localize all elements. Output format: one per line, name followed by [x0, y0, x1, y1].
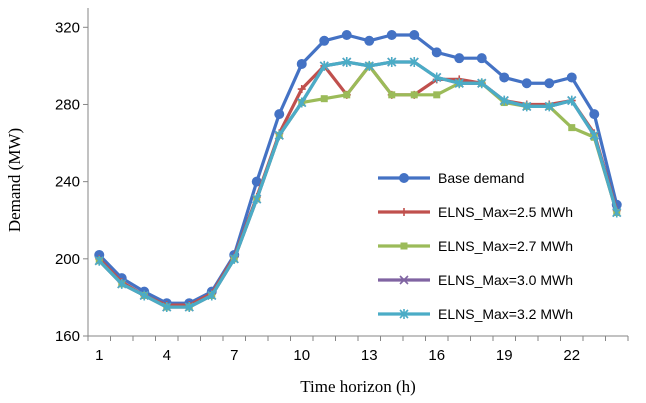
series-line: [98, 60, 619, 309]
data-point: [499, 72, 510, 83]
data-point: [612, 207, 622, 218]
x-tick-label: 10: [293, 347, 310, 364]
data-point: [432, 72, 442, 83]
data-point: [342, 57, 352, 68]
legend-label: ELNS_Max=2.5 MWh: [438, 204, 573, 220]
data-point: [410, 91, 418, 99]
x-ticks: 1 4 7 10 13 16 19 22: [87, 336, 629, 364]
series-line: [98, 33, 619, 305]
legend-label: Base demand: [438, 170, 524, 186]
data-point: [477, 78, 487, 89]
data-point: [566, 72, 577, 83]
data-point: [387, 57, 397, 68]
legend-marker: [400, 208, 408, 216]
data-point: [544, 78, 555, 89]
data-point: [409, 30, 420, 41]
y-tick-label: 200: [55, 251, 80, 268]
y-tick-label: 280: [55, 96, 80, 113]
data-point: [274, 130, 284, 141]
legend-item: ELNS_Max=3.0 MWh: [378, 272, 573, 288]
legend-marker: [399, 309, 409, 319]
data-point: [343, 91, 351, 99]
y-axis-title: Demand (MW): [5, 128, 24, 232]
legend-marker: [400, 242, 408, 250]
data-point: [319, 60, 329, 71]
series-line: [98, 60, 619, 309]
y-tick-label: 240: [55, 174, 80, 191]
series-1: [94, 30, 622, 309]
x-tick-label: 22: [563, 347, 580, 364]
data-point: [252, 194, 262, 205]
data-point: [162, 302, 172, 313]
data-point: [431, 47, 442, 58]
data-point: [207, 290, 217, 301]
data-point: [499, 95, 509, 106]
x-tick-label: 7: [230, 347, 238, 364]
data-point: [297, 97, 307, 108]
data-point: [522, 101, 532, 112]
data-point: [568, 124, 576, 132]
legend-label: ELNS_Max=3.0 MWh: [438, 272, 573, 288]
data-point: [433, 91, 441, 99]
data-point: [117, 278, 127, 289]
x-tick-label: 19: [496, 347, 513, 364]
x-tick-label: 16: [428, 347, 445, 364]
data-point: [229, 253, 239, 264]
data-point: [409, 57, 419, 68]
data-point: [319, 35, 330, 46]
data-point: [341, 30, 352, 41]
legend: Base demand ELNS_Max=2.5 MWh ELNS_Max=2.7 …: [378, 170, 573, 322]
data-point: [296, 58, 307, 69]
series-line: [98, 64, 619, 307]
data-point: [589, 109, 600, 120]
series-layer: [94, 30, 622, 313]
x-tick-label: 4: [163, 347, 171, 364]
legend-item: Base demand: [378, 170, 524, 186]
legend-marker: [399, 173, 409, 183]
y-tick-label: 320: [55, 19, 80, 36]
data-point: [544, 101, 554, 112]
data-point: [320, 95, 328, 103]
data-point: [364, 35, 375, 46]
data-point: [386, 30, 397, 41]
legend-label: ELNS_Max=3.2 MWh: [438, 306, 573, 322]
series-5: [94, 57, 622, 313]
y-tick-label: 160: [55, 328, 80, 345]
x-tick-label: 1: [95, 347, 103, 364]
legend-marker: [399, 275, 409, 285]
data-point: [274, 109, 285, 120]
data-point: [476, 53, 487, 64]
legend-label: ELNS_Max=2.7 MWh: [438, 238, 573, 254]
data-point: [184, 302, 194, 313]
data-point: [139, 290, 149, 301]
data-point: [589, 130, 599, 141]
data-point: [454, 78, 464, 89]
data-point: [388, 91, 396, 99]
x-tick-label: 13: [361, 347, 378, 364]
data-point: [94, 255, 104, 266]
data-point: [454, 53, 465, 64]
legend-item: ELNS_Max=3.2 MWh: [378, 306, 573, 322]
legend-item: ELNS_Max=2.5 MWh: [378, 204, 573, 220]
legend-item: ELNS_Max=2.7 MWh: [378, 238, 573, 254]
series-line: [98, 64, 619, 309]
x-axis-title: Time horizon (h): [300, 377, 416, 396]
data-point: [364, 60, 374, 71]
y-ticks: 160 200 240 280 320: [55, 19, 88, 345]
data-point: [521, 78, 532, 89]
data-point: [567, 95, 577, 106]
data-point: [297, 85, 306, 94]
